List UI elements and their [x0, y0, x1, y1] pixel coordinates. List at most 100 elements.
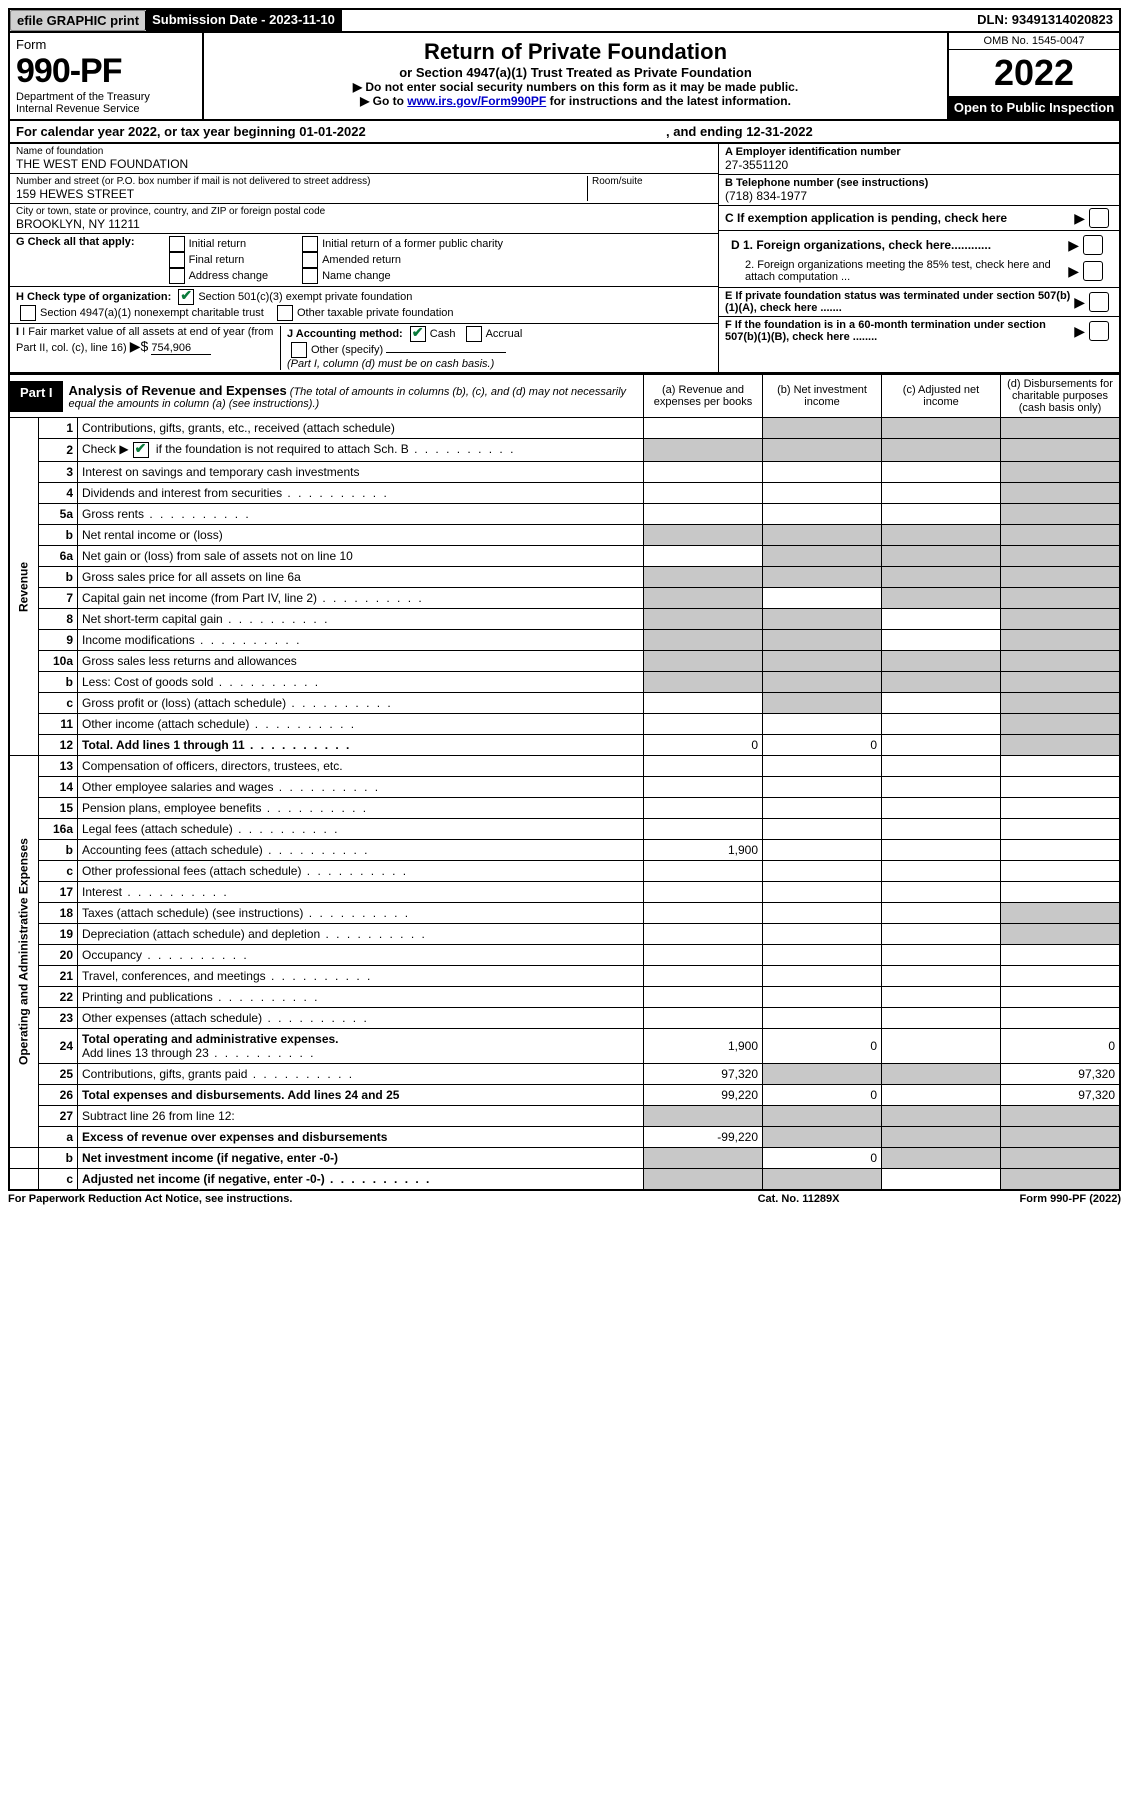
table-row: aExcess of revenue over expenses and dis… [9, 1127, 1120, 1148]
section-h: H Check type of organization: ✔Section 5… [10, 286, 718, 323]
table-row: cGross profit or (loss) (attach schedule… [9, 693, 1120, 714]
top-bar: efile GRAPHIC print Submission Date - 20… [8, 8, 1121, 33]
name-label: Name of foundation [16, 146, 712, 157]
submission-date: Submission Date - 2023-11-10 [146, 10, 342, 31]
form-ref: Form 990-PF (2022) [1020, 1193, 1121, 1205]
table-row: bNet rental income or (loss) [9, 525, 1120, 546]
header-title-block: Return of Private Foundation or Section … [204, 33, 947, 119]
table-row: bLess: Cost of goods sold [9, 672, 1120, 693]
city-value: BROOKLYN, NY 11211 [16, 217, 712, 231]
dln: DLN: 93491314020823 [971, 10, 1119, 31]
form-number: 990-PF [16, 52, 196, 91]
check-icon: ✔ [412, 324, 424, 341]
checkbox-final[interactable] [169, 252, 185, 268]
ein-label: A Employer identification number [725, 146, 1113, 158]
ein-cell: A Employer identification number 27-3551… [719, 144, 1119, 174]
open-public-badge: Open to Public Inspection [949, 96, 1119, 119]
cat-no: Cat. No. 11289X [758, 1193, 840, 1205]
section-c: C If exemption application is pending, c… [719, 205, 1119, 230]
checkbox-other-tax[interactable] [277, 305, 293, 321]
table-row: cAdjusted net income (if negative, enter… [9, 1169, 1120, 1191]
ein-value: 27-3551120 [725, 158, 1113, 172]
table-row: 5aGross rents [9, 504, 1120, 525]
header-right: OMB No. 1545-0047 2022 Open to Public In… [947, 33, 1119, 119]
g-label: G Check all that apply: [16, 236, 135, 284]
city-label: City or town, state or province, country… [16, 206, 712, 217]
checkbox-amended[interactable] [302, 252, 318, 268]
phone-cell: B Telephone number (see instructions) (7… [719, 174, 1119, 205]
goto-pre: ▶ Go to [360, 94, 407, 108]
address-cell: Number and street (or P.O. box number if… [10, 173, 718, 203]
d2-label: 2. Foreign organizations meeting the 85%… [731, 259, 1068, 283]
table-row: 20Occupancy [9, 945, 1120, 966]
address-label: Number and street (or P.O. box number if… [16, 176, 587, 187]
part1-desc: Analysis of Revenue and Expenses (The to… [63, 381, 643, 412]
address-value: 159 HEWES STREET [16, 187, 587, 201]
identification-block: Name of foundation THE WEST END FOUNDATI… [8, 144, 1121, 374]
checkbox-name[interactable] [302, 268, 318, 284]
f-label: F If the foundation is in a 60-month ter… [725, 319, 1074, 343]
room-label: Room/suite [592, 176, 712, 187]
checkbox-address[interactable] [169, 268, 185, 284]
checkbox-cash[interactable]: ✔ [410, 326, 426, 342]
checkbox-c[interactable] [1089, 208, 1109, 228]
paperwork-notice: For Paperwork Reduction Act Notice, see … [8, 1193, 292, 1205]
table-row: 27Subtract line 26 from line 12: [9, 1106, 1120, 1127]
form-footer: For Paperwork Reduction Act Notice, see … [8, 1191, 1121, 1207]
section-d: D 1. Foreign organizations, check here..… [719, 230, 1119, 287]
table-row: 24Total operating and administrative exp… [9, 1029, 1120, 1064]
table-row: 21Travel, conferences, and meetings [9, 966, 1120, 987]
table-row: bNet investment income (if negative, ent… [9, 1148, 1120, 1169]
efile-print-label: efile GRAPHIC print [10, 10, 146, 31]
checkbox-f[interactable] [1089, 321, 1109, 341]
table-row: Revenue 1Contributions, gifts, grants, e… [9, 418, 1120, 439]
table-row: 6aNet gain or (loss) from sale of assets… [9, 546, 1120, 567]
cal-end: , and ending 12-31-2022 [666, 124, 813, 139]
header-left: Form 990-PF Department of the Treasury I… [10, 33, 204, 119]
phone-value: (718) 834-1977 [725, 189, 1113, 203]
table-row: 19Depreciation (attach schedule) and dep… [9, 924, 1120, 945]
checkbox-4947[interactable] [20, 305, 36, 321]
table-row: 8Net short-term capital gain [9, 609, 1120, 630]
part1-table: Part I Analysis of Revenue and Expenses … [8, 374, 1121, 1191]
section-i-j: I I Fair market value of all assets at e… [10, 323, 718, 372]
table-row: 11Other income (attach schedule) [9, 714, 1120, 735]
col-a-header: (a) Revenue and expenses per books [644, 375, 763, 418]
irs-link[interactable]: www.irs.gov/Form990PF [407, 94, 546, 108]
checkbox-d1[interactable] [1083, 235, 1103, 255]
checkbox-initial[interactable] [169, 236, 185, 252]
cal-begin: For calendar year 2022, or tax year begi… [16, 124, 366, 139]
col-c-header: (c) Adjusted net income [882, 375, 1001, 418]
table-row: 10aGross sales less returns and allowanc… [9, 651, 1120, 672]
ssn-note: ▶ Do not enter social security numbers o… [210, 80, 941, 94]
tax-year: 2022 [949, 50, 1119, 96]
section-g: G Check all that apply: Initial return F… [10, 233, 718, 286]
form-header: Form 990-PF Department of the Treasury I… [8, 33, 1121, 121]
opex-side-label: Operating and Administrative Expenses [9, 756, 39, 1148]
checkbox-d2[interactable] [1083, 261, 1103, 281]
c-label: C If exemption application is pending, c… [725, 211, 1074, 225]
checkbox-e[interactable] [1089, 292, 1109, 312]
table-row: 7Capital gain net income (from Part IV, … [9, 588, 1120, 609]
foundation-name: THE WEST END FOUNDATION [16, 157, 712, 171]
ident-left: Name of foundation THE WEST END FOUNDATI… [10, 144, 718, 372]
checkbox-accrual[interactable] [466, 326, 482, 342]
checkbox-former[interactable] [302, 236, 318, 252]
checkbox-501c3[interactable]: ✔ [178, 289, 194, 305]
table-row: 4Dividends and interest from securities [9, 483, 1120, 504]
table-row: 15Pension plans, employee benefits [9, 798, 1120, 819]
section-e: E If private foundation status was termi… [719, 287, 1119, 316]
revenue-side-label: Revenue [9, 418, 39, 756]
table-row: 25Contributions, gifts, grants paid97,32… [9, 1064, 1120, 1085]
phone-label: B Telephone number (see instructions) [725, 177, 1113, 189]
checkbox-other-method[interactable] [291, 342, 307, 358]
calendar-year-row: For calendar year 2022, or tax year begi… [8, 121, 1121, 144]
check-icon: ✔ [180, 287, 192, 304]
fmv-value: 754,906 [151, 342, 211, 355]
form-label: Form [16, 37, 196, 52]
checkbox-schb[interactable]: ✔ [133, 442, 149, 458]
table-row: 3Interest on savings and temporary cash … [9, 462, 1120, 483]
e-label: E If private foundation status was termi… [725, 290, 1074, 314]
section-f: F If the foundation is in a 60-month ter… [719, 316, 1119, 345]
dept-treasury: Department of the Treasury [16, 91, 196, 103]
